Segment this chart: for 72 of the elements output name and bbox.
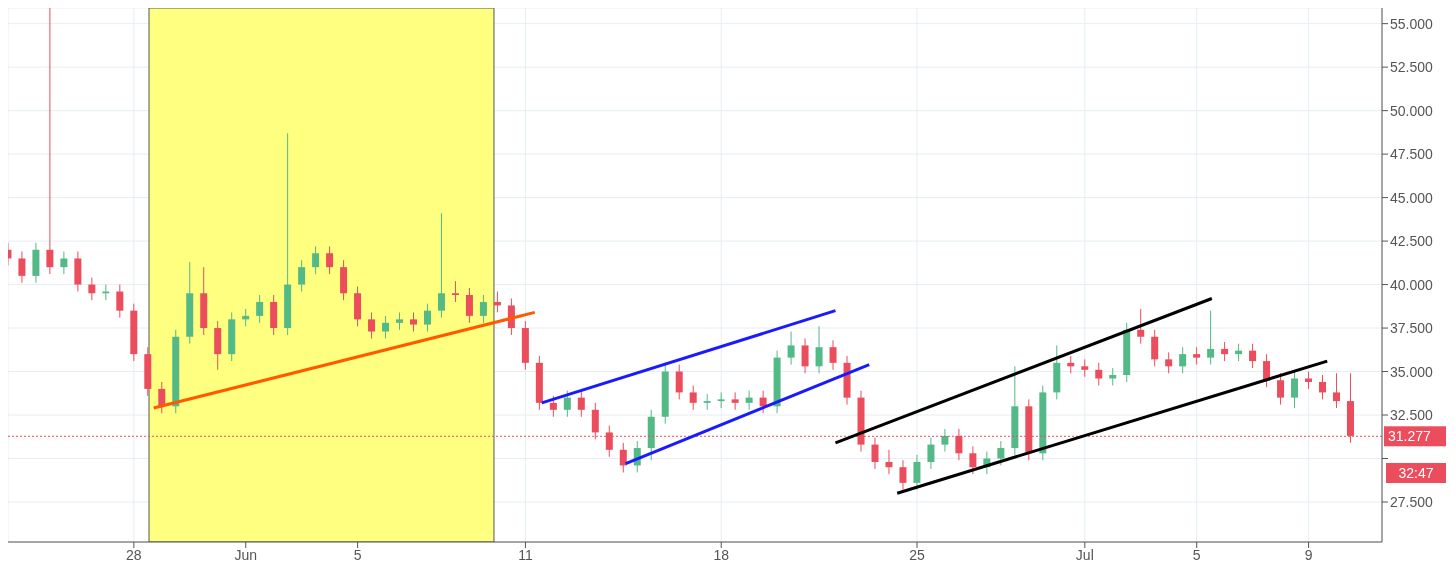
candlestick — [1332, 372, 1340, 409]
candlestick — [969, 445, 977, 475]
candlestick — [60, 251, 68, 275]
x-tick-label: 18 — [713, 546, 730, 563]
y-tick-label: 35.000 — [1390, 363, 1434, 380]
y-tick-label: 47.500 — [1390, 146, 1434, 163]
candlestick — [1165, 351, 1173, 374]
candlestick — [549, 395, 557, 418]
y-tick-label: 27.500 — [1390, 493, 1434, 510]
candlestick — [368, 311, 376, 339]
candlestick — [885, 449, 893, 475]
candlestick — [731, 391, 739, 411]
x-tick-label: Jun — [234, 546, 258, 563]
x-tick-label: 5 — [1192, 546, 1201, 563]
candlestick — [1095, 362, 1103, 386]
candlestick — [563, 390, 571, 418]
y-tick-label: 45.000 — [1390, 189, 1434, 206]
candlestick — [829, 339, 837, 371]
candlestick — [689, 384, 697, 411]
candlestick — [577, 390, 585, 418]
candlestick — [1277, 372, 1285, 406]
candlestick — [745, 390, 753, 411]
candlestick — [326, 245, 334, 275]
candlestick — [913, 454, 921, 491]
candlestick — [815, 325, 823, 374]
candlestick — [1291, 371, 1299, 409]
candlestick — [1319, 374, 1327, 400]
candlestick — [1207, 310, 1215, 366]
candlestick — [46, 8, 54, 275]
candlestick — [675, 364, 683, 400]
candlestick — [801, 337, 809, 374]
candlestick — [18, 251, 26, 284]
candlestick — [927, 437, 935, 470]
candlestick — [451, 280, 459, 303]
candlestick — [382, 315, 390, 339]
x-tick-label: 5 — [353, 546, 362, 563]
y-tick-label: 52.500 — [1390, 59, 1434, 76]
candlestick — [1137, 308, 1145, 345]
y-tick-label: 55.000 — [1390, 15, 1434, 32]
candlestick — [312, 245, 320, 275]
x-tick-label: 9 — [1304, 546, 1313, 563]
ref-line-label: 31.277 — [1388, 428, 1432, 445]
candlestick — [1221, 341, 1229, 362]
candlestick — [1263, 353, 1271, 388]
candlestick — [437, 212, 445, 319]
y-tick-label: 50.000 — [1390, 102, 1434, 119]
candlestick — [787, 331, 795, 366]
candlestick — [899, 459, 907, 491]
y-tick-label: 42.500 — [1390, 233, 1434, 250]
candlestick — [256, 294, 264, 324]
candlestick — [88, 277, 96, 301]
x-tick-label: 28 — [126, 546, 142, 563]
candlestick — [1151, 329, 1159, 367]
candlestick — [941, 428, 949, 453]
candlestick — [1249, 343, 1257, 369]
candlestick — [423, 303, 431, 333]
y-tick-label: 37.500 — [1390, 320, 1434, 337]
candlestick — [871, 437, 879, 470]
candlestick — [116, 284, 124, 319]
x-tick-label: Jul — [1075, 546, 1094, 563]
candlestick — [619, 442, 627, 473]
candlestick — [465, 287, 473, 324]
candlestick — [479, 294, 487, 324]
candlestick — [298, 259, 306, 293]
candlestick — [997, 440, 1005, 466]
text: 32:47 — [1386, 463, 1446, 483]
y-tick-label: 32.500 — [1390, 406, 1434, 423]
candlestick — [410, 311, 417, 333]
y-tick-label: 40.000 — [1390, 276, 1434, 293]
x-tick-label: 25 — [909, 546, 925, 563]
x-tick-label: 11 — [518, 546, 533, 563]
candlestick — [1179, 346, 1187, 374]
